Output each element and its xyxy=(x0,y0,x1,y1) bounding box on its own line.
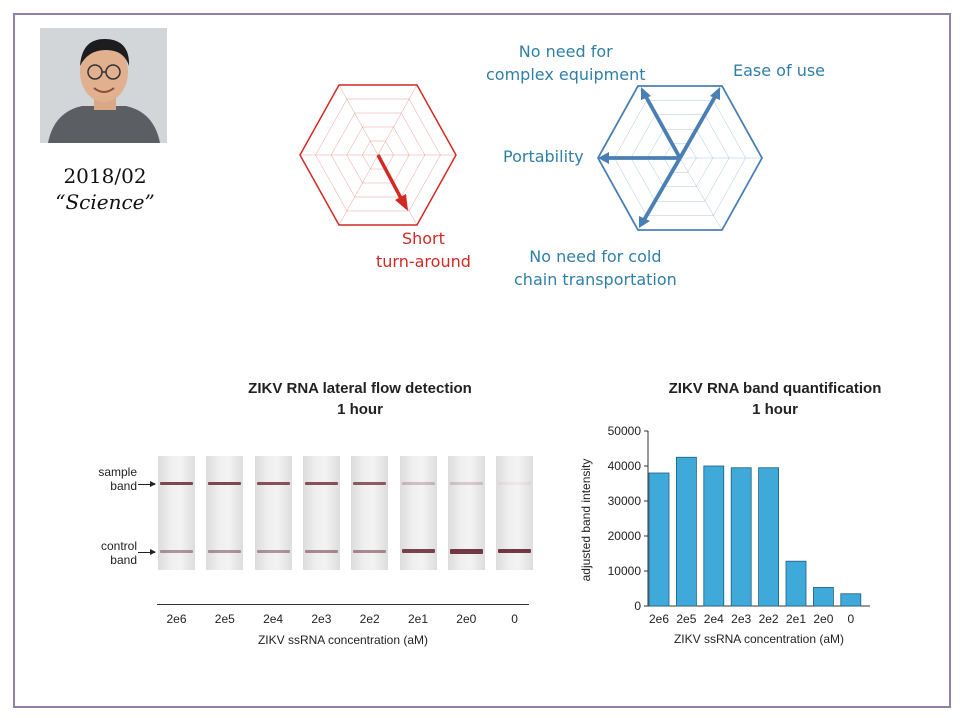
bar-2e2 xyxy=(758,467,780,607)
label-ease-of-use: Ease of use xyxy=(733,61,826,80)
sample-band xyxy=(160,482,193,485)
control-band xyxy=(304,549,338,553)
portrait-photo xyxy=(40,28,167,143)
bar-chart-y-tick-label: 0 xyxy=(634,599,641,613)
label-cold-chain: No need for cold chain transportation xyxy=(514,247,677,289)
lateral-flow-strips xyxy=(157,456,534,570)
label-short-turnaround: Short turn-around xyxy=(376,229,471,271)
control-band-label: control band xyxy=(100,539,137,567)
caption-date: 2018/02 xyxy=(63,164,147,188)
bar-chart-ylabel: adjusted band intensity xyxy=(579,459,593,582)
caption-journal: “Science” xyxy=(55,190,155,214)
bar-2e3 xyxy=(730,467,752,607)
bar-chart-x-tick-label: 2e0 xyxy=(813,612,833,626)
sample-band xyxy=(449,482,483,485)
lateral-flow-axis xyxy=(157,604,529,605)
lateral-flow-tick-label: 0 xyxy=(511,612,518,626)
control-band xyxy=(353,549,387,553)
sample-band xyxy=(498,482,532,485)
bar-2e5 xyxy=(676,456,697,607)
bar-chart-x-tick-label: 2e4 xyxy=(704,612,724,626)
radar-chart-short-turnaround xyxy=(299,84,457,226)
bar-2e1 xyxy=(785,560,807,607)
bar-chart-x-tick-label: 2e2 xyxy=(759,612,779,626)
lateral-flow-tick-label: 2e6 xyxy=(166,612,187,626)
bar-chart-xlabel: ZIKV ssRNA concentration (aM) xyxy=(674,632,844,646)
control-band xyxy=(401,549,435,553)
bar-2e6 xyxy=(648,472,670,607)
lateral-flow-strip xyxy=(399,456,437,570)
sample-band xyxy=(208,482,242,485)
sample-band xyxy=(401,482,435,485)
bar-chart-y-tick-label: 40000 xyxy=(608,459,642,473)
lateral-flow-strip xyxy=(302,456,340,570)
control-band xyxy=(498,549,532,553)
lateral-flow-strip xyxy=(158,456,195,570)
lateral-flow-title: ZIKV RNA lateral flow detection 1 hour xyxy=(248,380,472,418)
bar-chart-y-tick-label: 20000 xyxy=(608,529,642,543)
sample-band xyxy=(353,482,387,485)
bar-chart-x-tick-label: 2e1 xyxy=(786,612,806,626)
lateral-flow-strip xyxy=(254,456,292,570)
sample-band xyxy=(256,482,290,485)
bar-2e0 xyxy=(812,587,834,607)
bar-chart-x-tick-label: 0 xyxy=(847,612,854,626)
bar-chart-title: ZIKV RNA band quantification 1 hour xyxy=(668,380,882,418)
label-complex-equipment: No need for complex equipment xyxy=(486,42,646,84)
bar-chart-y-tick-label: 30000 xyxy=(608,494,642,508)
lateral-flow-tick-label: 2e2 xyxy=(359,612,380,626)
lateral-flow-tick-label: 2e3 xyxy=(311,612,332,626)
sample-band-label: sample band xyxy=(98,465,137,493)
control-band-arrow-icon xyxy=(138,549,156,555)
lateral-flow-strip xyxy=(496,456,534,570)
lateral-flow-tick-label: 2e0 xyxy=(456,612,477,626)
lateral-flow-strip xyxy=(351,456,389,570)
label-portability: Portability xyxy=(503,147,584,166)
bar-0 xyxy=(840,593,862,607)
bar-2e4 xyxy=(703,465,725,607)
lateral-flow-xlabel: ZIKV ssRNA concentration (aM) xyxy=(257,633,429,647)
bar-chart-y-tick-label: 50000 xyxy=(608,424,642,438)
lateral-flow-tick-label: 2e4 xyxy=(263,612,284,626)
sample-band xyxy=(304,482,338,485)
control-band xyxy=(256,549,290,553)
lateral-flow-strip xyxy=(206,456,244,570)
lateral-flow-tick-label: 2e1 xyxy=(407,612,429,626)
control-band xyxy=(160,549,193,553)
lateral-flow-strip xyxy=(447,456,485,570)
bar-chart: 0 10000 20000 30000 40000 50000 2e6 2e5 2e4 2e3 2e… xyxy=(579,424,870,646)
lateral-flow-tick-label: 2e5 xyxy=(214,612,235,626)
bar-chart-x-tick-label: 2e6 xyxy=(649,612,669,626)
sample-band-arrow-icon xyxy=(138,481,156,487)
control-band xyxy=(449,548,483,554)
bar-chart-x-tick-label: 2e5 xyxy=(676,612,696,626)
control-band xyxy=(208,549,242,553)
bar-chart-x-tick-label: 2e3 xyxy=(731,612,751,626)
bar-chart-y-tick-label: 10000 xyxy=(608,564,642,578)
radar-chart-advantages xyxy=(596,85,764,231)
